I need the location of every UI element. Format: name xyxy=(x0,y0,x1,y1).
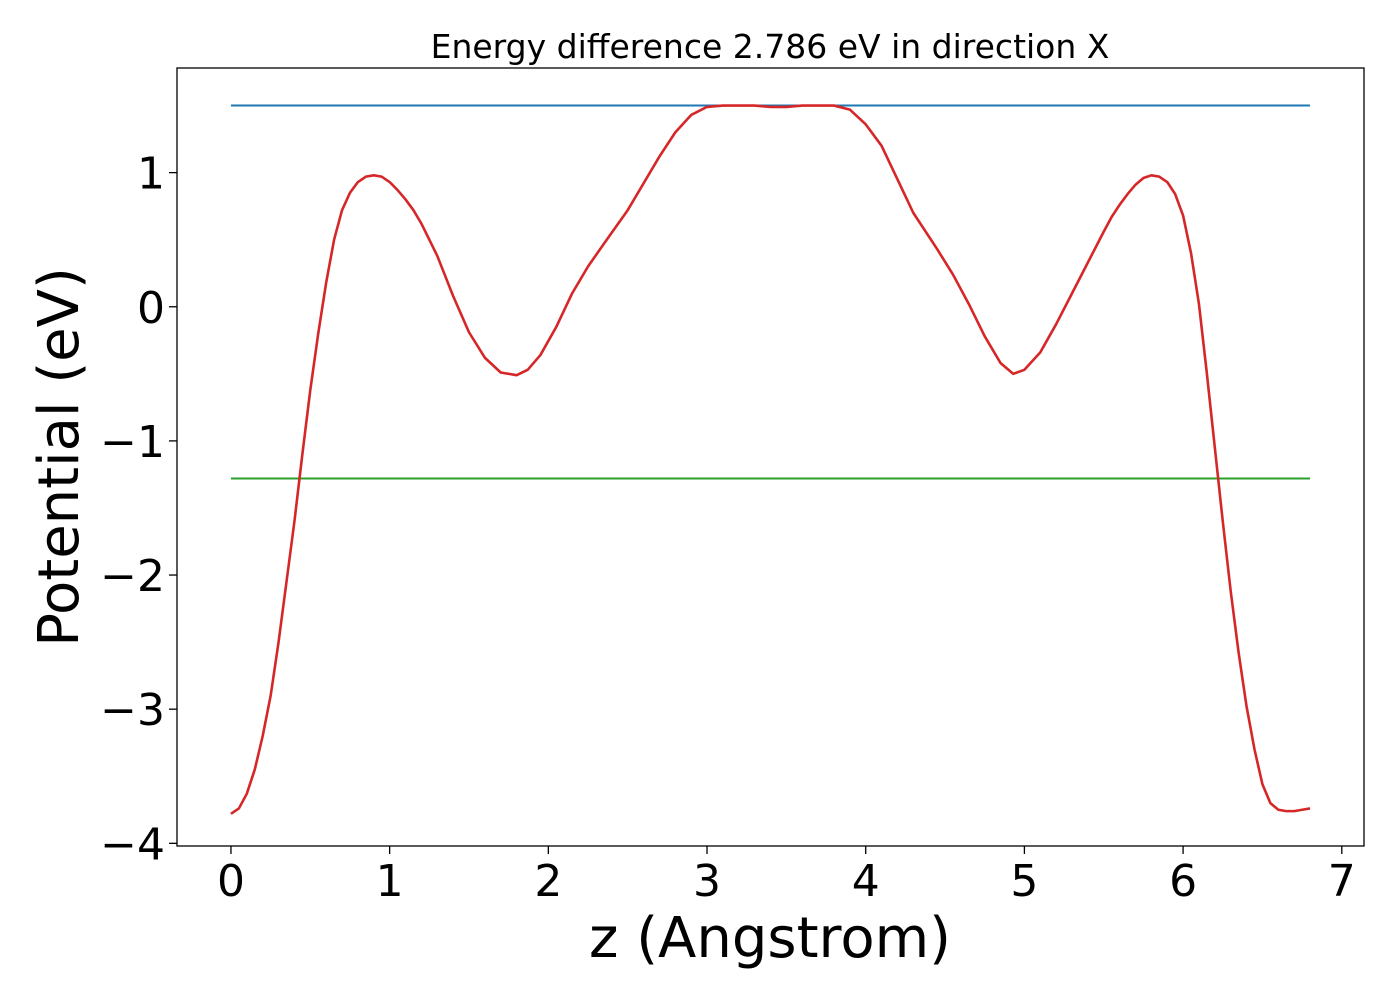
y-axis-ticks: 1 0 −1 −2 −3 −4 xyxy=(100,149,177,870)
x-tick-label: 1 xyxy=(376,856,404,907)
x-axis-ticks: 0 1 2 3 4 5 6 7 xyxy=(217,846,1356,907)
x-tick-label: 5 xyxy=(1010,856,1038,907)
x-tick-label: 0 xyxy=(217,856,245,907)
x-tick-label: 2 xyxy=(534,856,562,907)
plot-frame xyxy=(176,67,1365,847)
y-tick-label: −3 xyxy=(100,685,165,736)
x-tick-label: 3 xyxy=(693,856,721,907)
y-tick-label: 0 xyxy=(137,283,165,334)
x-tick-label: 7 xyxy=(1328,856,1356,907)
x-axis-label: z (Angstrom) xyxy=(589,906,951,971)
x-tick-label: 4 xyxy=(852,856,880,907)
y-axis-label: Potential (eV) xyxy=(27,267,92,647)
chart-title: Energy difference 2.786 eV in direction … xyxy=(431,27,1110,66)
y-tick-label: −2 xyxy=(100,551,165,602)
potential-curve xyxy=(230,104,1311,815)
y-tick-label: −1 xyxy=(100,417,165,468)
y-tick-label: −4 xyxy=(100,819,165,870)
x-tick-label: 6 xyxy=(1169,856,1197,907)
plot-lines xyxy=(230,104,1311,815)
y-tick-label: 1 xyxy=(137,149,165,200)
